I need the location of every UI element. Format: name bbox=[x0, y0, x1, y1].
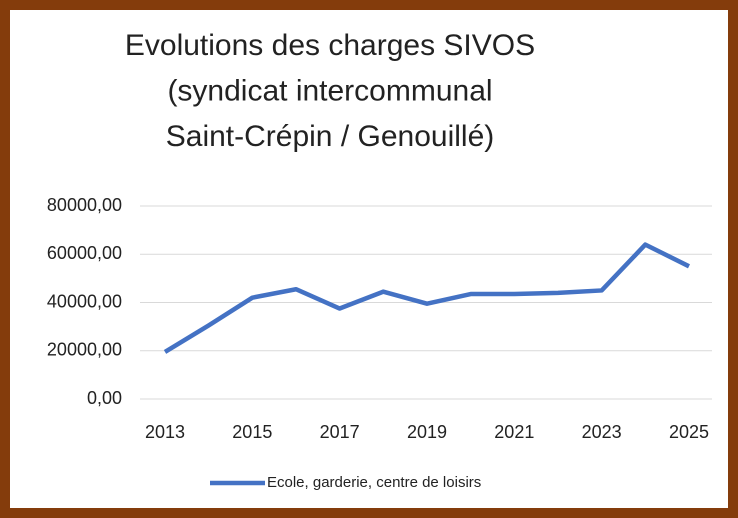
x-tick-label: 2017 bbox=[320, 422, 360, 442]
series-line bbox=[163, 242, 691, 354]
x-tick-label: 2025 bbox=[669, 422, 709, 442]
y-tick-label: 80000,00 bbox=[47, 195, 122, 215]
legend-label: Ecole, garderie, centre de loisirs bbox=[267, 474, 481, 491]
chart-title: Saint-Crépin / Genouillé) bbox=[166, 120, 495, 153]
x-tick-label: 2015 bbox=[232, 422, 272, 442]
chart-title: Evolutions des charges SIVOS bbox=[125, 29, 535, 62]
y-tick-label: 0,00 bbox=[87, 388, 122, 408]
x-tick-label: 2013 bbox=[145, 422, 185, 442]
y-tick-label: 20000,00 bbox=[47, 340, 122, 360]
x-tick-label: 2019 bbox=[407, 422, 447, 442]
x-tick-label: 2023 bbox=[582, 422, 622, 442]
x-tick-label: 2021 bbox=[494, 422, 534, 442]
chart-title: (syndicat intercommunal bbox=[167, 74, 492, 107]
y-tick-label: 40000,00 bbox=[47, 291, 122, 311]
y-tick-label: 60000,00 bbox=[47, 243, 122, 263]
